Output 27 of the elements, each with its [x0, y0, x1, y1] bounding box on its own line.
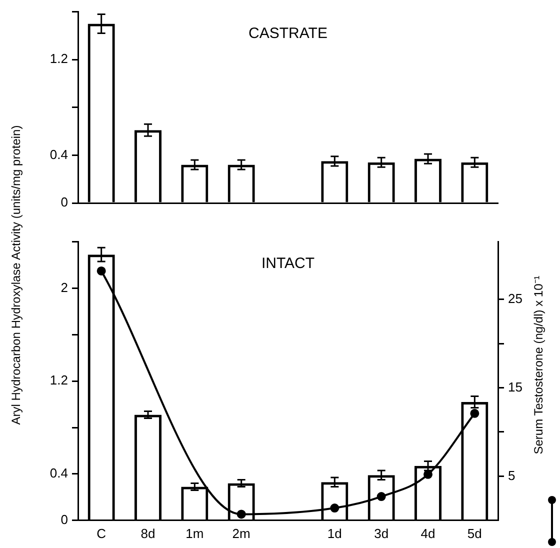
- y2-tick-label: 5: [508, 468, 516, 483]
- x-tick-label: 3d: [374, 526, 389, 541]
- point: [330, 504, 340, 513]
- x-tick-label: 1d: [327, 526, 342, 541]
- x-tick-label: 5d: [467, 526, 482, 541]
- point: [376, 492, 386, 502]
- y2-tick-label: 15: [508, 379, 522, 394]
- text: INTACT: [261, 254, 315, 272]
- y-tick-label: 0.4: [50, 146, 68, 162]
- y-tick-label: 1.2: [50, 372, 68, 388]
- y-tick-label: 2: [60, 280, 68, 295]
- y2-axis-title: Serum Testosterone (ng/dl) x 10⁻¹: [530, 276, 546, 454]
- y-tick-label: 0.4: [50, 466, 68, 481]
- x-tick-label: 2m: [232, 526, 250, 541]
- y-tick-label: 1.2: [50, 51, 68, 66]
- x-tick-label: 8d: [140, 526, 156, 541]
- y-tick-label: 0: [60, 194, 68, 210]
- y-tick-label: 0: [60, 512, 68, 527]
- point: [236, 510, 246, 519]
- point: [470, 408, 480, 418]
- x-tick-label: 4d: [420, 526, 436, 541]
- x-tick-label: C: [96, 526, 106, 541]
- point: [96, 266, 106, 276]
- text: CASTRATE: [248, 24, 328, 42]
- y2-tick-label: 25: [508, 290, 522, 306]
- x-tick-label: 1m: [186, 526, 204, 541]
- y-axis-title: Aryl Hydrocarbon Hydroxylase Activity (units/mg protein): [9, 125, 23, 425]
